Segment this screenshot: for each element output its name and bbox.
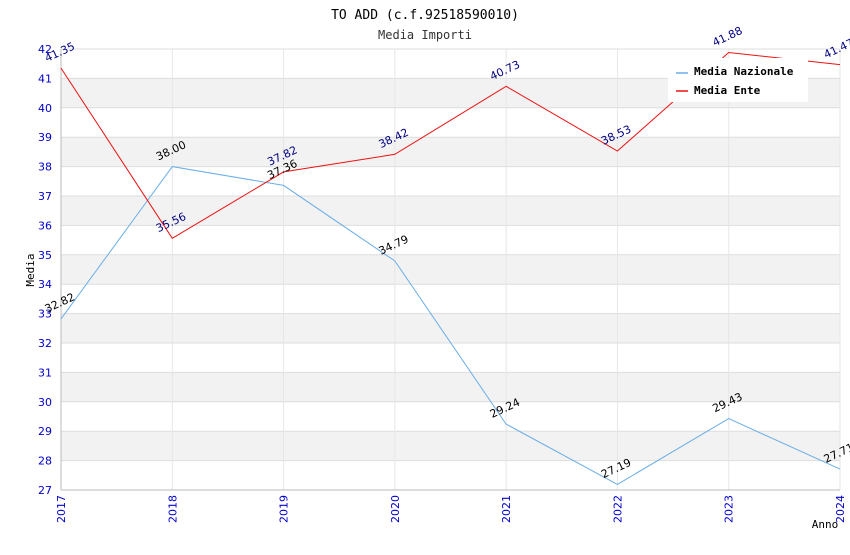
axes [60,49,840,491]
x-tick-label: 2023 [723,495,736,523]
grid-band [61,343,840,373]
y-tick-label: 28 [38,455,52,468]
y-tick-label: 29 [38,425,52,438]
legend: Media Nazionale Media Ente [668,58,808,102]
grid-band [61,225,840,255]
y-tick-label: 42 [38,43,52,56]
y-tick-label: 33 [38,308,52,321]
y-tick-label: 36 [38,219,52,232]
y-tick-label: 40 [38,102,52,115]
data-label-ente: 41.88 [710,24,744,49]
y-tick-label: 30 [38,396,52,409]
grid-band [61,460,840,490]
x-tick-label: 2022 [611,495,624,523]
grid-band [61,254,840,285]
y-tick-label: 35 [38,249,52,262]
legend-label-nazionale: Media Nazionale [694,65,794,78]
y-tick-label: 38 [38,161,52,174]
y-tick-labels: 27 28 29 30 31 32 33 34 35 36 37 38 39 40 41 42 [38,43,52,497]
x-tick-labels: 2017 2018 2019 2020 2021 2022 2023 2024 [55,495,847,523]
x-tick-label: 2024 [834,495,847,523]
y-tick-label: 27 [38,484,52,497]
grid-band [61,137,840,167]
grid-lines [60,48,841,491]
x-tick-label: 2020 [389,495,402,523]
y-tick-label: 37 [38,190,52,203]
grid-band [61,431,840,461]
grid-band [61,401,840,432]
grid-band [61,372,840,402]
grid-bands [61,49,840,490]
grid-band [61,107,840,138]
y-tick-label: 31 [38,366,52,379]
chart-title: TO ADD (c.f.92518590010) [331,8,519,23]
grid-band [61,166,840,196]
grid-band [61,196,840,226]
y-tick-label: 39 [38,131,52,144]
x-tick-label: 2021 [500,495,513,523]
x-tick-label: 2018 [166,495,179,523]
x-tick-label: 2019 [278,495,291,523]
chart-subtitle: Media Importi [378,28,472,42]
grid-band [61,284,840,314]
legend-box [668,58,808,102]
y-tick-label: 34 [38,278,52,291]
x-tick-label: 2017 [55,495,68,523]
x-axis-label: Anno [812,518,839,531]
y-tick-label: 41 [38,72,52,85]
series-line-nazionale [60,166,841,485]
legend-label-ente: Media Ente [694,84,761,97]
y-axis-label: Media [24,253,37,286]
grid-band [61,313,840,343]
y-tick-label: 32 [38,337,52,350]
